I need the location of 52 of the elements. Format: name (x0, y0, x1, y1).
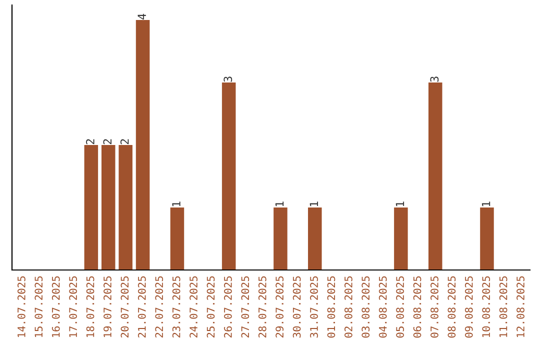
x-tick-label: 24.07.2025 (190, 276, 198, 338)
x-tick-label: 10.08.2025 (482, 276, 490, 338)
x-tick-label: 11.08.2025 (499, 276, 508, 338)
bar (170, 208, 184, 270)
data-label: 1 (275, 202, 284, 206)
data-label: 1 (310, 202, 318, 206)
x-tick-label: 23.07.2025 (172, 276, 180, 338)
x-tick-label: 16.07.2025 (52, 276, 60, 338)
data-label: 2 (86, 139, 94, 144)
x-tick-label: 31.07.2025 (310, 276, 318, 338)
x-tick-label: 14.07.2025 (17, 276, 26, 338)
data-label: 1 (172, 202, 180, 206)
bar (480, 208, 494, 270)
x-tick-label: 17.07.2025 (69, 276, 78, 338)
x-tick-label: 03.08.2025 (362, 276, 370, 338)
x-tick-label: 30.07.2025 (292, 276, 301, 338)
x-tick-label: 21.07.2025 (138, 276, 146, 338)
x-tick-label: 25.07.2025 (206, 276, 215, 338)
x-tick-label: 04.08.2025 (378, 276, 387, 338)
bar (308, 208, 322, 270)
x-tick-label: 12.08.2025 (516, 276, 524, 338)
bar (136, 20, 150, 270)
x-tick-label: 06.08.2025 (413, 276, 422, 338)
data-label: 2 (103, 139, 112, 144)
x-tick-label: 26.07.2025 (224, 276, 232, 338)
x-tick-label: 05.08.2025 (396, 276, 404, 338)
bar (394, 208, 408, 270)
x-tick-label: 07.08.2025 (430, 276, 438, 338)
bar (222, 82, 236, 270)
x-tick-label: 08.08.2025 (448, 276, 456, 338)
bar (428, 82, 442, 270)
x-tick-label: 22.07.2025 (155, 276, 164, 338)
x-tick-label: 28.07.2025 (258, 276, 266, 338)
data-label: 3 (430, 76, 439, 82)
x-tick-label: 15.07.2025 (34, 276, 43, 338)
x-tick-label: 18.07.2025 (86, 276, 94, 338)
bar (118, 145, 132, 270)
x-tick-label: 01.08.2025 (327, 276, 336, 338)
bar (274, 208, 288, 270)
bar (101, 145, 116, 270)
data-label: 3 (224, 76, 232, 82)
x-tick-label: 20.07.2025 (120, 276, 129, 338)
bar (84, 145, 98, 270)
data-label: 1 (396, 202, 404, 206)
x-tick-label: 09.08.2025 (464, 276, 473, 338)
x-tick-label: 19.07.2025 (104, 276, 112, 338)
data-label: 4 (138, 14, 146, 20)
data-label: 1 (482, 202, 490, 206)
x-tick-label: 02.08.2025 (344, 276, 352, 338)
x-tick-label: 29.07.2025 (276, 276, 284, 338)
data-label: 2 (120, 139, 129, 144)
x-tick-label: 27.07.2025 (241, 276, 250, 338)
